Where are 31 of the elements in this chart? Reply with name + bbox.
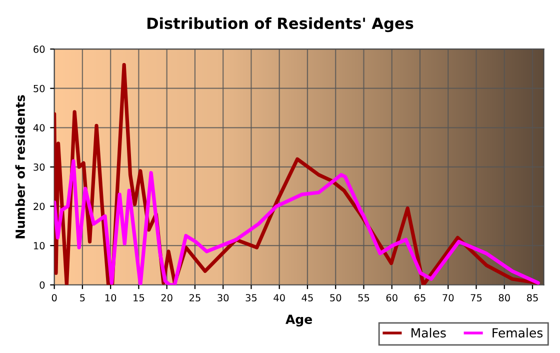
x-tick-label: 55 xyxy=(358,294,370,302)
y-tick-label: 0 xyxy=(40,281,45,289)
y-tick-label: 20 xyxy=(34,202,45,210)
x-tick-label: 40 xyxy=(274,294,285,302)
y-tick-label: 10 xyxy=(34,242,45,250)
y-axis-title: Number of residents xyxy=(15,95,25,238)
x-tick-label: 5 xyxy=(80,294,85,302)
x-tick-label: 30 xyxy=(218,294,229,302)
x-tick-label: 75 xyxy=(470,294,482,302)
x-tick-label: 60 xyxy=(386,294,398,302)
legend-label: Females xyxy=(492,328,543,338)
x-tick-label: 70 xyxy=(442,294,454,302)
legend-label: Males xyxy=(412,328,446,338)
y-tick-label: 60 xyxy=(34,46,45,53)
y-tick-label: 30 xyxy=(34,163,45,171)
x-tick-label: 0 xyxy=(52,294,57,302)
x-tick-label: 45 xyxy=(302,294,313,302)
x-tick-label: 20 xyxy=(161,294,172,302)
y-tick-label: 40 xyxy=(33,124,45,132)
x-tick-label: 80 xyxy=(498,294,510,302)
line-series xyxy=(54,159,540,285)
x-tick-label: 65 xyxy=(414,294,426,302)
x-tick-label: 10 xyxy=(105,294,116,302)
x-tick-label: 15 xyxy=(134,294,144,302)
y-tick-label: 50 xyxy=(34,84,45,92)
chart-title: Distribution of Residents' Ages xyxy=(147,17,414,32)
x-tick-label: 35 xyxy=(246,294,257,302)
x-tick-label: 85 xyxy=(526,294,538,302)
x-tick-label: 25 xyxy=(189,294,200,302)
x-tick-label: 50 xyxy=(330,294,342,302)
x-axis-title: Age xyxy=(286,314,312,327)
